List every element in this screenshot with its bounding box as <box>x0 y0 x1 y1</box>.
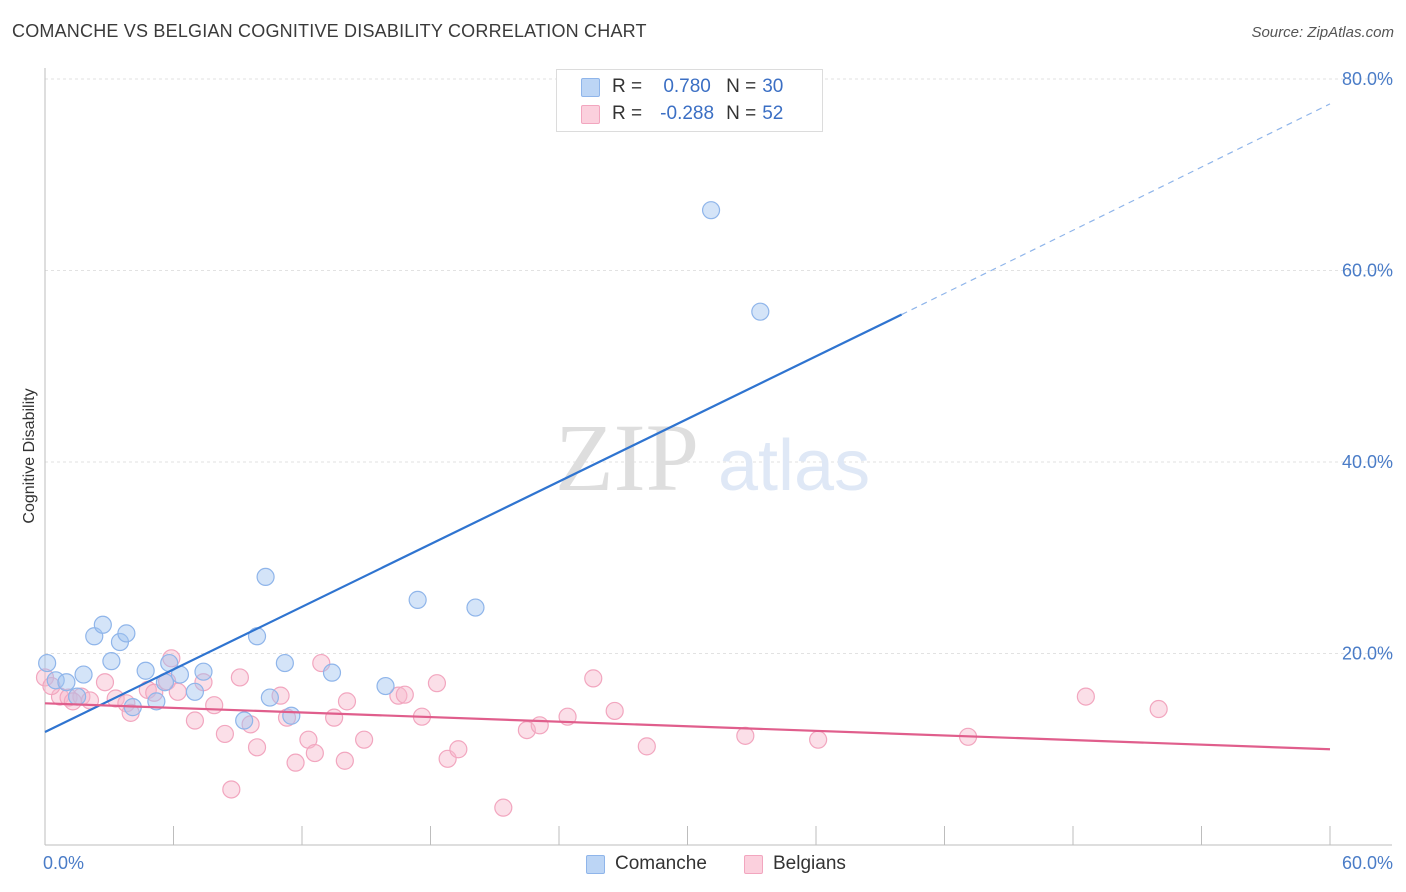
belgians-point <box>1149 699 1168 719</box>
n-label: N = <box>726 76 757 97</box>
comanche-point <box>57 673 76 692</box>
comanche-point <box>185 682 205 701</box>
belgians-point <box>325 708 344 727</box>
legend-belgians-label: Belgians <box>773 853 846 874</box>
comanche-point <box>376 676 395 696</box>
legend-comanche-label: Comanche <box>615 853 707 874</box>
r-label: R = <box>612 76 643 97</box>
comanche-swatch <box>581 77 600 97</box>
watermark: ZIP atlas <box>555 404 870 511</box>
comanche-point <box>136 661 155 680</box>
comanche-point <box>235 711 254 730</box>
r-value: -0.288 <box>660 103 715 124</box>
belgians-point <box>736 726 755 745</box>
x-tick-label: 60.0% <box>1342 853 1393 873</box>
grid-lines <box>45 78 1392 654</box>
comanche-trend-extension <box>901 103 1331 316</box>
comanche-point <box>117 624 136 643</box>
belgians-point <box>494 798 513 817</box>
trend-lines <box>44 103 1331 751</box>
watermark-atlas: atlas <box>718 426 870 506</box>
y-tick-label: 20.0% <box>1342 644 1393 664</box>
n-value: 30 <box>762 76 784 97</box>
comanche-point <box>282 706 301 725</box>
belgians-point <box>222 780 241 799</box>
y-tick-label: 80.0% <box>1342 69 1393 89</box>
comanche-point <box>102 652 121 671</box>
y-tick-label: 40.0% <box>1342 452 1393 472</box>
n-label: N = <box>726 103 757 124</box>
belgians-trend-line <box>44 702 1331 751</box>
comanche-point <box>247 627 267 646</box>
belgians-point <box>605 701 624 721</box>
comanche-point <box>74 665 93 684</box>
belgians-point <box>637 737 656 756</box>
legend-row-comanche: R = 0.780 N = 30 <box>581 74 783 100</box>
belgians-swatch <box>744 854 763 874</box>
belgians-point <box>95 673 115 692</box>
axes <box>44 68 1392 846</box>
tick-labels: 20.0% 40.0% 60.0% 80.0% 0.0% 60.0% <box>43 69 1393 873</box>
comanche-swatch <box>586 854 605 874</box>
comanche-point <box>68 687 87 706</box>
belgians-point <box>215 724 234 744</box>
belgians-point <box>286 753 305 772</box>
belgians-point <box>337 692 357 711</box>
watermark-zip: ZIP <box>555 404 699 511</box>
comanche-point <box>408 590 427 609</box>
legend-comanche: Comanche <box>586 851 707 877</box>
r-label: R = <box>612 103 643 124</box>
belgians-swatch <box>581 104 600 124</box>
chart-title: COMANCHE VS BELGIAN COGNITIVE DISABILITY… <box>12 21 647 41</box>
comanche-point <box>751 302 770 321</box>
belgians-point <box>530 716 549 735</box>
belgians-point <box>305 743 324 763</box>
comanche-point <box>322 663 342 682</box>
legend-row-belgians: R = -0.288 N = 52 <box>581 101 783 127</box>
belgians-point <box>427 674 447 693</box>
x-tick-label: 0.0% <box>43 853 84 873</box>
n-value: 52 <box>762 103 784 124</box>
belgians-point <box>809 730 828 749</box>
comanche-point <box>466 598 485 617</box>
y-tick-label: 60.0% <box>1342 261 1393 281</box>
source-label: Source: ZipAtlas.com <box>1251 24 1394 41</box>
y-axis-label: Cognitive Disability <box>21 388 38 523</box>
comanche-trend-line <box>44 313 903 734</box>
belgians-point <box>389 686 408 705</box>
comanche-point <box>93 615 112 634</box>
comanche-point <box>260 688 279 707</box>
r-value: 0.780 <box>663 76 711 97</box>
belgians-point <box>584 669 603 688</box>
comanche-point <box>147 692 166 711</box>
belgians-point <box>355 730 374 749</box>
comanche-point <box>194 662 213 681</box>
stats-legend: R = 0.780 N = 30 R = -0.288 N = 52 <box>556 69 823 132</box>
belgians-point <box>230 668 249 687</box>
legend-belgians: Belgians <box>744 851 846 877</box>
belgians-point <box>395 685 414 704</box>
belgians-point <box>247 738 267 757</box>
comanche-point <box>275 653 294 673</box>
belgians-point <box>1076 687 1095 706</box>
belgians-point <box>335 751 354 770</box>
comanche-point <box>38 653 57 673</box>
belgians-point <box>449 740 468 759</box>
belgians-point <box>205 696 224 715</box>
comanche-point <box>701 201 721 220</box>
belgians-point <box>185 711 205 730</box>
comanche-point <box>256 567 275 587</box>
